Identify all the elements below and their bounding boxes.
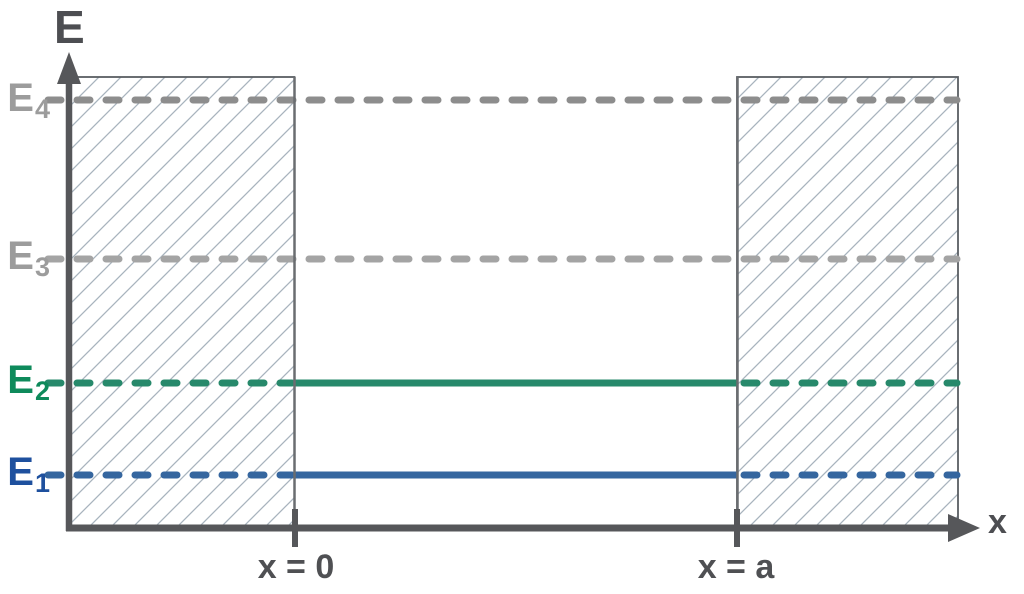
x-axis-arrowhead-icon [948,514,980,542]
x-equals-a-label: x = a [697,548,775,586]
e4-subscript: 4 [34,94,50,124]
e2-subscript: 2 [34,376,50,406]
e2-name: E [7,358,34,402]
energy-level-label-e1: E1 [0,450,50,497]
e1-subscript: 1 [34,468,50,498]
energy-level-label-e2: E2 [0,358,50,405]
energy-level-label-e4: E4 [0,76,50,123]
y-axis-arrowhead-icon [57,52,81,84]
energy-level-label-e3: E3 [0,234,50,281]
x-axis [66,514,980,542]
y-axis-title: E [54,1,85,53]
e3-subscript: 3 [34,252,50,282]
x-axis-title: x [988,503,1007,541]
x-equals-zero-label: x = 0 [257,548,335,586]
y-axis [57,52,81,531]
right-barrier-hatched-region [736,76,959,529]
left-barrier-hatched-region [69,76,296,529]
e3-name: E [7,234,34,278]
e1-name: E [7,450,34,494]
e4-name: E [7,76,34,120]
